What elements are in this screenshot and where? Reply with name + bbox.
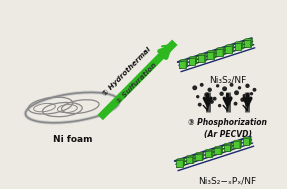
Polygon shape: [214, 146, 223, 148]
Polygon shape: [189, 58, 195, 65]
Polygon shape: [243, 137, 251, 138]
Circle shape: [205, 93, 208, 96]
Text: ① Hydrothermal: ① Hydrothermal: [102, 46, 152, 97]
Circle shape: [193, 86, 197, 90]
Polygon shape: [202, 152, 204, 160]
Circle shape: [234, 102, 237, 105]
Polygon shape: [240, 140, 242, 148]
Polygon shape: [224, 145, 230, 151]
Circle shape: [230, 84, 233, 86]
Circle shape: [246, 84, 249, 87]
Circle shape: [235, 91, 238, 94]
Text: Ni₃S₂/NF: Ni₃S₂/NF: [209, 76, 246, 85]
Polygon shape: [230, 143, 232, 151]
Text: ③ Phosphorization
(Ar PECVD): ③ Phosphorization (Ar PECVD): [188, 119, 267, 139]
Circle shape: [210, 100, 213, 103]
Polygon shape: [223, 48, 225, 56]
Text: Ni foam: Ni foam: [53, 135, 92, 144]
Polygon shape: [216, 48, 225, 49]
Polygon shape: [179, 60, 188, 61]
Polygon shape: [195, 154, 202, 160]
Circle shape: [238, 87, 241, 89]
Circle shape: [199, 103, 201, 106]
Polygon shape: [212, 149, 213, 157]
Polygon shape: [198, 54, 206, 55]
Circle shape: [220, 92, 223, 95]
Polygon shape: [249, 137, 251, 145]
Polygon shape: [232, 45, 234, 53]
Polygon shape: [221, 146, 223, 154]
Circle shape: [201, 84, 203, 86]
Polygon shape: [198, 55, 205, 62]
Polygon shape: [193, 156, 194, 163]
Polygon shape: [207, 52, 214, 59]
Polygon shape: [186, 156, 194, 157]
Polygon shape: [183, 159, 185, 167]
Circle shape: [243, 94, 246, 97]
Circle shape: [217, 85, 219, 87]
Circle shape: [253, 88, 256, 91]
Polygon shape: [189, 57, 197, 58]
Circle shape: [197, 96, 199, 98]
Polygon shape: [205, 149, 213, 151]
Polygon shape: [177, 159, 185, 160]
Polygon shape: [244, 39, 252, 40]
Polygon shape: [251, 39, 252, 47]
Polygon shape: [224, 143, 232, 145]
Circle shape: [214, 98, 216, 100]
Polygon shape: [216, 49, 223, 56]
Polygon shape: [226, 46, 232, 53]
Polygon shape: [205, 151, 212, 157]
Polygon shape: [186, 157, 193, 163]
Polygon shape: [214, 51, 216, 59]
Polygon shape: [177, 160, 183, 167]
Polygon shape: [241, 42, 243, 50]
Circle shape: [226, 99, 229, 102]
Text: Ni₃S₂−ₓPₓ/NF: Ni₃S₂−ₓPₓ/NF: [199, 177, 257, 186]
Circle shape: [208, 88, 211, 91]
Polygon shape: [195, 57, 197, 65]
Polygon shape: [179, 61, 186, 68]
Polygon shape: [235, 43, 241, 50]
Circle shape: [223, 87, 226, 91]
Polygon shape: [233, 140, 242, 141]
Circle shape: [251, 93, 253, 95]
Polygon shape: [233, 141, 240, 148]
Polygon shape: [214, 148, 221, 154]
Polygon shape: [243, 138, 249, 145]
Polygon shape: [195, 152, 204, 154]
Polygon shape: [186, 60, 188, 68]
Circle shape: [241, 98, 244, 101]
Text: ② Sulfuration: ② Sulfuration: [116, 61, 158, 104]
Polygon shape: [244, 40, 251, 47]
Polygon shape: [235, 42, 243, 43]
Circle shape: [228, 96, 230, 98]
Polygon shape: [226, 45, 234, 46]
Polygon shape: [207, 51, 216, 52]
Polygon shape: [205, 54, 206, 62]
Circle shape: [219, 105, 221, 107]
